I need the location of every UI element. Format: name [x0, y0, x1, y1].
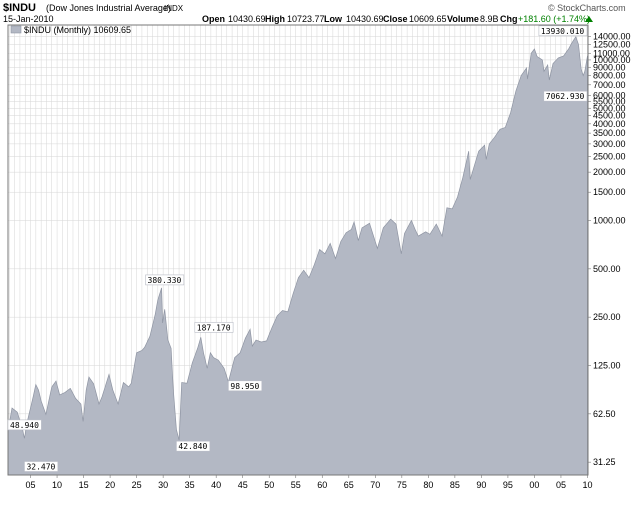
annotation-label: 48.940 — [10, 421, 39, 430]
price-annotation: 42.840 — [176, 440, 211, 452]
change-label: Chg — [500, 14, 518, 24]
y-axis: 14000.0012500.0011000.0010000.009000.008… — [588, 31, 631, 467]
x-tick-label: 70 — [370, 480, 380, 490]
annotation-label: 7062.930 — [546, 92, 585, 101]
y-tick-label: 14000.00 — [593, 31, 631, 41]
chart-exchange: INDX — [164, 4, 184, 13]
y-tick-label: 3000.00 — [593, 139, 626, 149]
x-tick-label: 15 — [79, 480, 89, 490]
y-tick-label: 2000.00 — [593, 167, 626, 177]
y-tick-label: 6000.00 — [593, 91, 626, 101]
chart-index-name: (Dow Jones Industrial Average) — [46, 3, 171, 13]
y-tick-label: 4000.00 — [593, 119, 626, 129]
open-label: Open — [202, 14, 225, 24]
stockcharts-credit: © StockCharts.com — [548, 3, 626, 13]
y-tick-label: 8000.00 — [593, 70, 626, 80]
annotation-label: 187.170 — [197, 323, 231, 332]
x-tick-label: 10 — [582, 480, 592, 490]
y-tick-label: 3500.00 — [593, 128, 626, 138]
y-tick-label: 1500.00 — [593, 187, 626, 197]
x-tick-label: 35 — [185, 480, 195, 490]
volume-value: 8.9B — [480, 14, 499, 24]
x-tick-label: 30 — [158, 480, 168, 490]
y-tick-label: 11000.00 — [593, 48, 630, 58]
high-value: 10723.77 — [287, 14, 325, 24]
change-value: +181.60 (+1.74%) — [518, 14, 590, 24]
x-tick-label: 50 — [264, 480, 274, 490]
price-annotation: 380.330 — [145, 274, 185, 286]
price-annotation: 187.170 — [194, 322, 234, 333]
close-label: Close — [383, 14, 408, 24]
x-tick-label: 10 — [52, 480, 62, 490]
annotation-box — [543, 90, 588, 102]
chart-symbol: $INDU — [3, 2, 36, 14]
high-label: High — [265, 14, 285, 24]
annotation-label: 380.330 — [148, 276, 182, 285]
legend-swatch — [10, 25, 22, 34]
y-tick-label: 125.00 — [593, 361, 621, 371]
x-tick-label: 65 — [344, 480, 354, 490]
x-tick-label: 20 — [105, 480, 115, 490]
annotation-label: 42.840 — [178, 442, 207, 451]
y-tick-label: 5500.00 — [593, 97, 626, 107]
price-annotation: 13930.010 — [538, 25, 588, 37]
x-tick-label: 25 — [132, 480, 142, 490]
annotation-box — [538, 25, 588, 37]
x-tick-label: 55 — [291, 480, 301, 490]
price-annotation: 32.470 — [24, 461, 59, 472]
y-tick-label: 5000.00 — [593, 103, 626, 113]
x-axis: 05 10 15 20 25 30 35 40 45 50 55 60 65 70 75 80 85 90 95 00… — [26, 475, 592, 490]
x-tick-label: 05 — [556, 480, 566, 490]
open-value: 10430.69 — [228, 14, 266, 24]
y-tick-label: 9000.00 — [593, 62, 626, 72]
price-annotation: 48.940 — [7, 419, 42, 431]
up-arrow-icon — [585, 16, 593, 22]
y-tick-label: 500.00 — [593, 264, 621, 274]
annotation-box — [24, 461, 59, 472]
annotation-box — [176, 440, 211, 452]
annotation-box — [7, 419, 42, 431]
annotation-label: 98.950 — [230, 382, 259, 391]
y-tick-label: 31.25 — [593, 457, 616, 467]
y-tick-label: 250.00 — [593, 312, 621, 322]
x-tick-label: 75 — [397, 480, 407, 490]
price-area-series — [7, 36, 588, 476]
x-tick-label: 90 — [476, 480, 486, 490]
y-tick-label: 62.50 — [593, 409, 616, 419]
price-area — [7, 36, 588, 476]
x-tick-label: 60 — [317, 480, 327, 490]
price-annotation: 98.950 — [228, 380, 263, 392]
x-tick-label: 40 — [211, 480, 221, 490]
y-tick-label: 4500.00 — [593, 111, 626, 121]
annotations: 48.940 32.470 380.330 42.840 187.170 98.950 13… — [7, 25, 588, 472]
y-tick-label: 10000.00 — [593, 55, 631, 65]
y-tick-label: 1000.00 — [593, 215, 626, 225]
y-tick-label: 12500.00 — [593, 39, 631, 49]
annotation-box — [228, 380, 263, 392]
annotation-box — [145, 274, 185, 286]
low-value: 10430.69 — [346, 14, 384, 24]
series-legend: $INDU (Monthly) 10609.65 — [10, 25, 131, 35]
x-tick-label: 95 — [503, 480, 513, 490]
x-tick-label: 45 — [238, 480, 248, 490]
x-tick-label: 85 — [450, 480, 460, 490]
annotation-label: 32.470 — [26, 463, 55, 472]
annotation-label: 13930.010 — [541, 27, 585, 36]
legend-label: $INDU (Monthly) 10609.65 — [24, 25, 131, 35]
y-tick-label: 2500.00 — [593, 152, 626, 162]
x-tick-label: 05 — [26, 480, 36, 490]
plot-frame — [7, 24, 589, 476]
y-tick-label: 7000.00 — [593, 80, 626, 90]
annotation-box — [194, 322, 234, 333]
price-annotation: 7062.930 — [543, 90, 588, 102]
chart-date: 15-Jan-2010 — [3, 14, 54, 24]
close-value: 10609.65 — [409, 14, 447, 24]
x-tick-label: 00 — [529, 480, 539, 490]
low-label: Low — [324, 14, 343, 24]
x-tick-label: 80 — [423, 480, 433, 490]
volume-label: Volume — [447, 14, 479, 24]
